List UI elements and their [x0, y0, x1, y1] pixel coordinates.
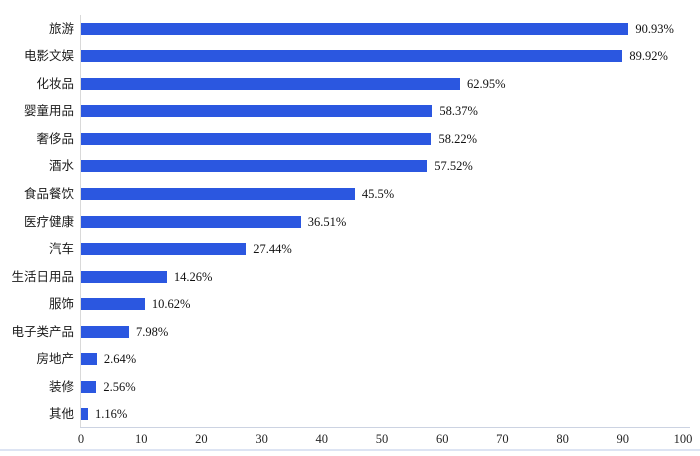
bar	[81, 325, 130, 338]
x-tick-label: 70	[496, 432, 509, 446]
x-tick-label: 90	[616, 432, 630, 446]
value-label: 7.98%	[136, 324, 169, 339]
value-label: 2.64%	[103, 352, 137, 367]
bar	[81, 105, 433, 118]
bar	[81, 50, 623, 63]
y-axis-line	[80, 15, 81, 428]
value-label: 36.51%	[307, 214, 347, 229]
value-label: 58.22%	[438, 131, 478, 146]
value-label: 45.5%	[361, 186, 395, 201]
x-tick-label: 40	[315, 432, 329, 446]
bar	[81, 160, 428, 173]
bar	[81, 187, 355, 200]
x-tick-label: 60	[435, 432, 449, 446]
bar	[81, 77, 460, 90]
category-label: 化妆品	[36, 76, 74, 91]
value-label: 89.92%	[629, 49, 668, 64]
category-label: 旅游	[48, 21, 74, 36]
x-tick-label: 0	[77, 432, 85, 446]
category-label: 其他	[48, 407, 74, 422]
value-label: 27.44%	[253, 242, 292, 257]
category-label: 婴童用品	[23, 104, 74, 119]
value-label: 14.26%	[173, 269, 213, 284]
bar	[81, 408, 88, 421]
value-label: 2.56%	[103, 379, 136, 394]
bar	[81, 22, 629, 35]
category-label: 电子类产品	[11, 324, 74, 339]
category-label: 生活日用品	[11, 269, 74, 284]
bar	[81, 215, 301, 228]
bar	[81, 298, 145, 311]
category-label: 酒水	[48, 159, 74, 174]
bottom-divider-line	[0, 449, 700, 451]
x-tick-label: 10	[134, 432, 148, 446]
category-label: 奢侈品	[36, 131, 74, 146]
x-axis-line	[80, 427, 690, 428]
value-label: 1.16%	[94, 407, 128, 422]
category-label: 电影文娱	[23, 49, 74, 64]
x-tick-label: 80	[556, 432, 569, 446]
bar	[81, 380, 97, 393]
category-label: 房地产	[36, 352, 74, 367]
value-label: 62.95%	[466, 76, 506, 91]
value-label: 58.37%	[439, 104, 478, 119]
bar	[81, 353, 97, 366]
value-label: 57.52%	[434, 159, 473, 174]
value-label: 10.62%	[151, 297, 191, 312]
bar	[81, 132, 432, 145]
x-tick-label: 100	[673, 432, 693, 446]
value-label: 90.93%	[635, 21, 674, 36]
category-label: 汽车	[48, 242, 74, 257]
x-tick-label: 20	[195, 432, 208, 446]
bar	[81, 270, 167, 283]
category-label: 食品餐饮	[23, 186, 74, 201]
x-tick-label: 30	[255, 432, 268, 446]
bar	[81, 243, 247, 256]
x-tick-label: 50	[375, 432, 389, 446]
category-label: 装修	[48, 379, 74, 394]
category-label: 服饰	[48, 297, 74, 312]
category-label: 医疗健康	[23, 214, 74, 229]
